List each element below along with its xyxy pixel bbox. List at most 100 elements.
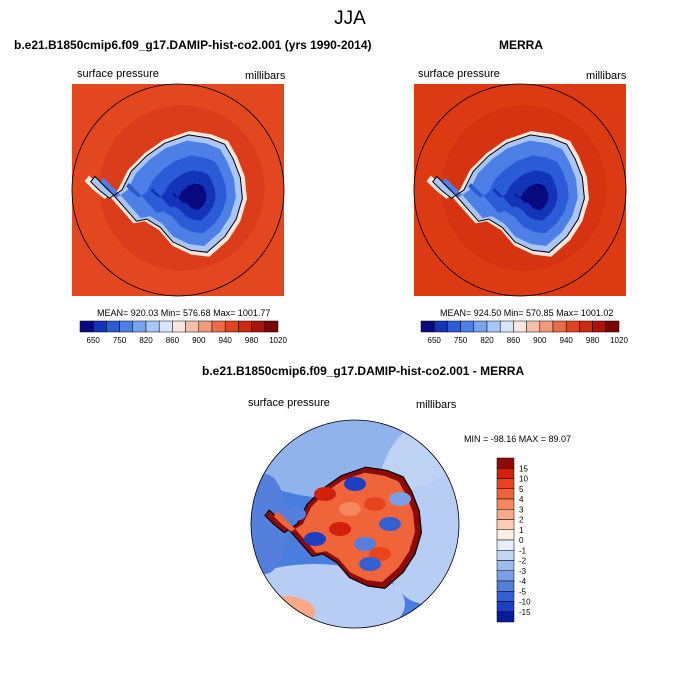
panel3-map <box>251 420 459 628</box>
panel1-colorbar <box>79 320 279 333</box>
colorbar-box <box>526 320 541 333</box>
panel3-title: b.e21.B1850cmip6.f09_g17.DAMIP-hist-co2.… <box>202 364 525 378</box>
colorbar-box <box>224 320 239 333</box>
anomaly-blob <box>329 522 351 536</box>
colorbar-box <box>496 498 515 510</box>
map-border <box>71 83 285 297</box>
colorbar-box <box>119 320 134 333</box>
colorbar-tick-label: 1020 <box>610 336 628 345</box>
panel1-title: b.e21.B1850cmip6.f09_g17.DAMIP-hist-co2.… <box>14 38 372 52</box>
colorbar-box <box>496 591 515 602</box>
colorbar-box <box>499 320 514 333</box>
colorbar-tick-label: 3 <box>519 505 524 514</box>
colorbar-box <box>92 320 107 333</box>
anomaly-blob <box>354 537 376 551</box>
panel2-variable-label: surface pressure <box>418 68 500 80</box>
ice-plateau <box>172 183 207 210</box>
colorbar-tick-label: 1 <box>519 526 524 535</box>
colorbar-tick-label: 980 <box>245 336 259 345</box>
colorbar-tick-label: -15 <box>519 608 531 617</box>
colorbar-box <box>158 320 173 333</box>
panel1-variable-label: surface pressure <box>77 68 159 80</box>
coastline <box>432 134 585 253</box>
colorbar-box <box>496 550 515 561</box>
colorbar-box <box>172 320 186 333</box>
anomaly-blob <box>304 532 326 546</box>
colorbar-box <box>496 478 515 489</box>
anomaly-blob <box>364 497 386 511</box>
colorbar-box <box>473 320 488 333</box>
colorbar-box <box>496 457 515 469</box>
colorbar-box <box>132 320 147 333</box>
anomaly-blob <box>284 507 306 521</box>
colorbar-box <box>539 320 554 333</box>
panel2-units-label: millibars <box>586 70 627 82</box>
colorbar-tick-label: 860 <box>166 336 180 345</box>
colorbar-box <box>496 529 515 541</box>
colorbar-box <box>264 320 279 333</box>
panel2-stats: MEAN= 924.50 Min= 570.85 Max= 1001.02 <box>440 308 614 318</box>
colorbar-box <box>565 320 580 333</box>
colorbar-box <box>496 488 515 500</box>
colorbar-box <box>251 320 266 333</box>
colorbar-box <box>185 320 200 333</box>
colorbar-box <box>579 320 593 333</box>
colorbar-box <box>447 320 461 333</box>
colorbar-tick-label: 860 <box>507 336 521 345</box>
colorbar-tick-label: 2 <box>519 516 524 525</box>
colorbar-box <box>513 320 527 333</box>
colorbar-box <box>211 320 226 333</box>
colorbar-tick-label: 940 <box>219 336 233 345</box>
anomaly-blob <box>344 477 366 491</box>
colorbar-tick-label: 940 <box>560 336 574 345</box>
ice-plateau <box>514 183 549 210</box>
colorbar-box <box>198 320 213 333</box>
colorbar-tick-label: -3 <box>519 567 527 576</box>
colorbar-tick-label: 1020 <box>269 336 287 345</box>
anomaly-blob <box>339 502 361 516</box>
colorbar-box <box>79 320 94 333</box>
colorbar-tick-label: 4 <box>519 495 524 504</box>
colorbar-box <box>420 320 435 333</box>
panel3-stats: MIN = -98.16 MAX = 89.07 <box>464 434 572 444</box>
anomaly-blob <box>314 487 336 501</box>
colorbar-box <box>496 580 515 592</box>
colorbar-box <box>496 560 515 571</box>
colorbar-box <box>106 320 120 333</box>
colorbar-tick-label: 750 <box>454 336 468 345</box>
coastline <box>90 134 243 253</box>
colorbar-tick-label: 750 <box>113 336 127 345</box>
colorbar-tick-label: -5 <box>519 587 527 596</box>
anomaly-blob <box>359 557 381 571</box>
anomaly-blob <box>369 547 391 561</box>
colorbar-tick-label: 820 <box>480 336 494 345</box>
colorbar-tick-label: 820 <box>139 336 153 345</box>
colorbar-box <box>496 539 515 551</box>
colorbar-tick-label: 650 <box>87 336 101 345</box>
colorbar-tick-label: -4 <box>519 577 527 586</box>
colorbar-box <box>433 320 448 333</box>
panel3-variable-label: surface pressure <box>248 397 330 409</box>
colorbar-tick-label: -2 <box>519 557 527 566</box>
colorbar-box <box>496 519 515 530</box>
colorbar-tick-label: -10 <box>519 598 531 607</box>
colorbar-box <box>496 570 515 582</box>
map-border <box>250 419 460 629</box>
colorbar-box <box>496 468 515 479</box>
colorbar-box <box>552 320 567 333</box>
colorbar-tick-label: 900 <box>192 336 206 345</box>
panel2-title: MERRA <box>499 38 543 52</box>
colorbar-tick-label: 10 <box>519 475 528 484</box>
colorbar-tick-label: 0 <box>519 536 524 545</box>
anomaly-blob <box>389 492 411 506</box>
colorbar-tick-label: 980 <box>586 336 600 345</box>
colorbar-box <box>460 320 475 333</box>
colorbar-tick-label: 650 <box>428 336 442 345</box>
colorbar-box <box>605 320 620 333</box>
colorbar-box <box>496 601 515 612</box>
panel3-colorbar <box>496 457 515 623</box>
panel3-units-label: millibars <box>416 399 457 411</box>
colorbar-box <box>486 320 501 333</box>
colorbar-tick-label: -1 <box>519 546 527 555</box>
